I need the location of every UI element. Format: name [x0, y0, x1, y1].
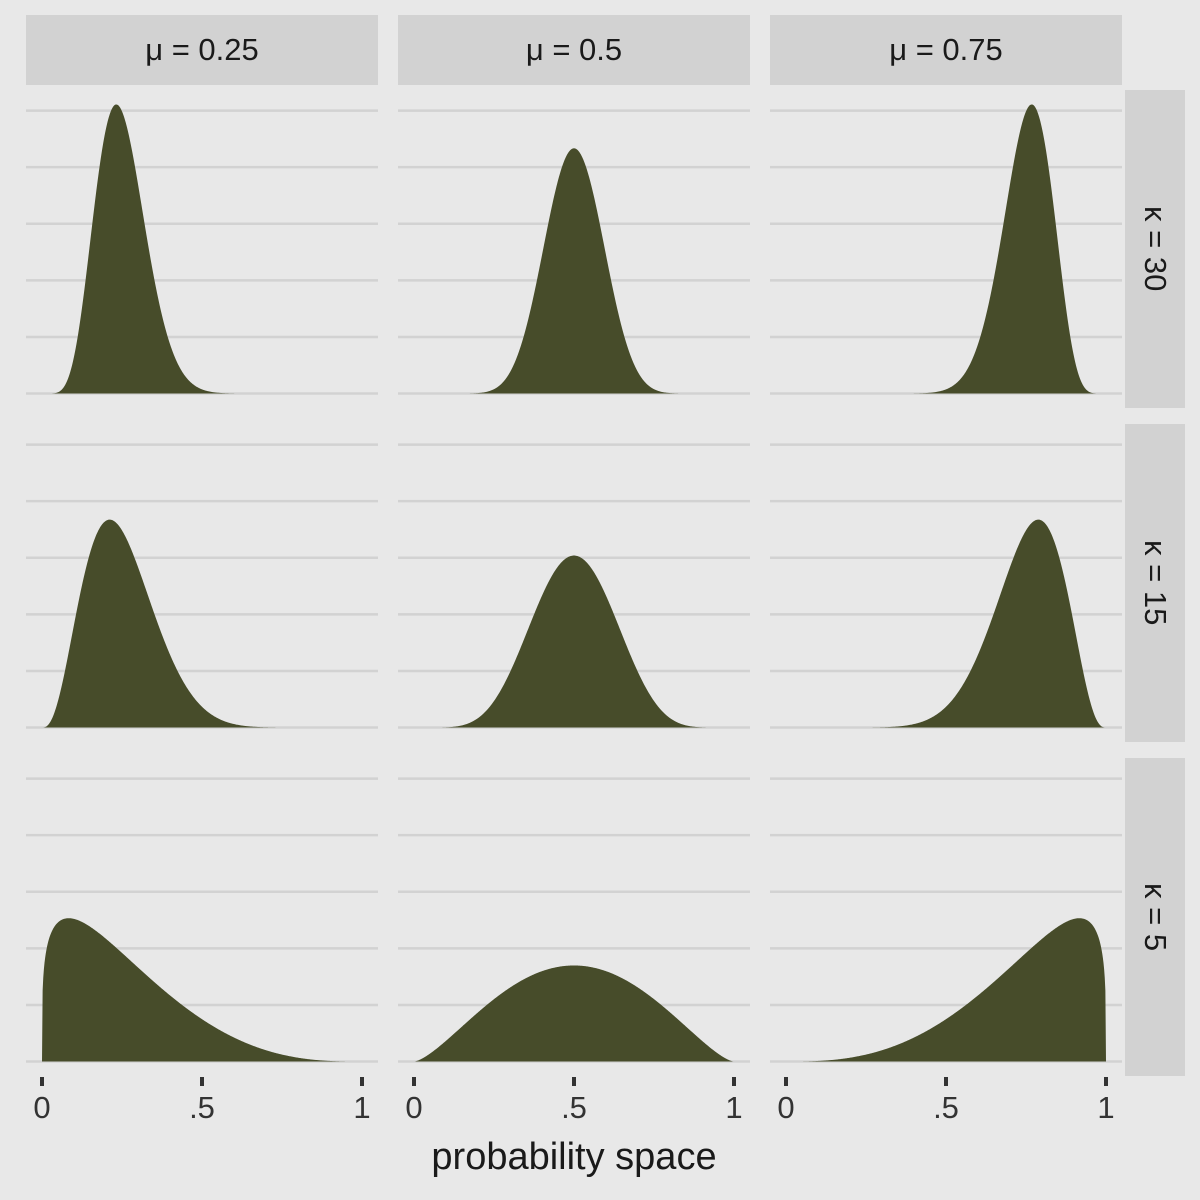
panel-mu-0.5-kappa-15	[398, 424, 750, 742]
x-tick-label: 1	[725, 1090, 743, 1125]
x-tick	[572, 1077, 576, 1086]
facet-col-label: μ = 0.75	[889, 32, 1003, 67]
beta-density-area	[42, 918, 362, 1062]
panel-mu-0.25-kappa-5	[26, 758, 378, 1076]
panel-mu-0.75-kappa-30	[770, 90, 1122, 408]
x-axis-col-2: 0 .5 1	[398, 1076, 750, 1146]
beta-density-area	[786, 918, 1106, 1062]
x-tick-label: 0	[405, 1090, 423, 1125]
x-tick-label: .5	[561, 1090, 587, 1125]
panel-mu-0.25-kappa-30	[26, 90, 378, 408]
beta-density-area	[786, 104, 1106, 394]
beta-density-area	[414, 965, 734, 1062]
x-tick	[784, 1077, 788, 1086]
facet-row-strip-kappa-30: κ = 30	[1125, 90, 1185, 408]
beta-density-area	[786, 519, 1106, 728]
panel-mu-0.75-kappa-15	[770, 424, 1122, 742]
facet-col-strip-mu-0.25: μ = 0.25	[26, 15, 378, 85]
panel-mu-0.75-kappa-5	[770, 758, 1122, 1076]
x-tick	[1104, 1077, 1108, 1086]
x-tick	[40, 1077, 44, 1086]
facet-row-strip-kappa-5: κ = 5	[1125, 758, 1185, 1076]
facet-col-strip-mu-0.75: μ = 0.75	[770, 15, 1122, 85]
beta-density-area	[42, 519, 362, 728]
x-tick-label: .5	[189, 1090, 215, 1125]
x-tick	[412, 1077, 416, 1086]
panel-mu-0.5-kappa-5	[398, 758, 750, 1076]
x-axis-col-3: 0 .5 1	[770, 1076, 1122, 1146]
panel-mu-0.25-kappa-15	[26, 424, 378, 742]
facet-col-label: μ = 0.5	[525, 32, 623, 67]
x-tick	[944, 1077, 948, 1086]
x-tick-label: .5	[933, 1090, 959, 1125]
x-tick	[732, 1077, 736, 1086]
x-tick	[200, 1077, 204, 1086]
x-tick-label: 1	[353, 1090, 371, 1125]
facet-row-label: κ = 5	[1138, 882, 1173, 952]
x-axis-col-1: 0 .5 1	[26, 1076, 378, 1146]
x-tick	[360, 1077, 364, 1086]
facet-row-strip-kappa-15: κ = 15	[1125, 424, 1185, 742]
x-tick-label: 1	[1097, 1090, 1115, 1125]
facet-row-label: κ = 15	[1138, 540, 1173, 626]
beta-density-area	[414, 148, 734, 394]
beta-density-area	[42, 104, 362, 394]
facet-col-label: μ = 0.25	[145, 32, 259, 67]
facet-col-strip-mu-0.5: μ = 0.5	[398, 15, 750, 85]
facet-row-label: κ = 30	[1138, 206, 1173, 292]
x-tick-label: 0	[777, 1090, 795, 1125]
x-axis-title: probability space	[431, 1136, 717, 1178]
panel-mu-0.5-kappa-30	[398, 90, 750, 408]
beta-density-area	[414, 555, 734, 728]
x-tick-label: 0	[33, 1090, 51, 1125]
